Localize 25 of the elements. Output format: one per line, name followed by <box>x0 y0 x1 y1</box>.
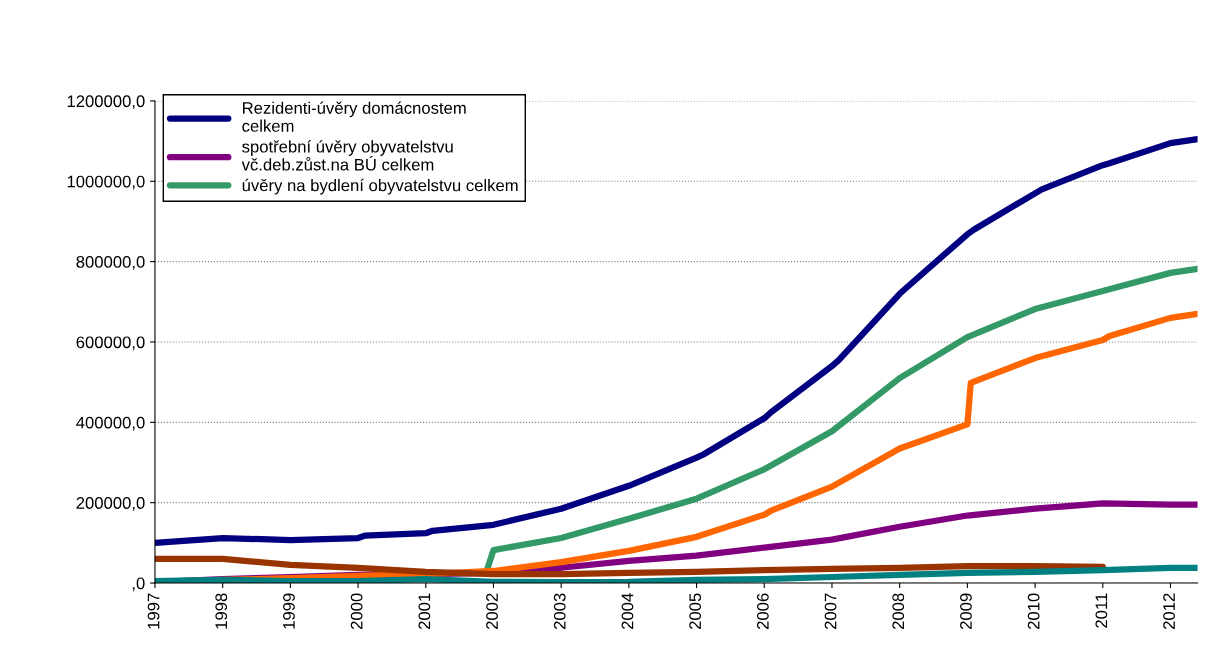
x-tick-label: 2005 <box>689 593 702 629</box>
x-tick-label: 2001 <box>418 593 431 629</box>
x-tick-label: 2003 <box>553 593 566 629</box>
x-tick-label: 2008 <box>892 593 905 629</box>
y-tick-label: 400000,0 <box>76 416 145 431</box>
y-tick-label: 800000,0 <box>76 256 145 270</box>
x-tick-label: 2011 <box>1095 593 1108 628</box>
legend-label: spotřební úvěry obyvatelstvu vč.deb.zůst.na BÚ celkem <box>241 140 453 171</box>
x-tick-label: 2007 <box>824 593 837 629</box>
x-tick-label: 2000 <box>350 593 363 629</box>
x-tick-label: 2002 <box>486 593 498 629</box>
y-tick-label: ,0 <box>132 577 145 592</box>
y-tick-label: 200000,0 <box>76 497 145 511</box>
x-tick-label: 1999 <box>283 593 295 629</box>
x-tick-label: 2012 <box>1163 593 1175 629</box>
x-tick-label: 1997 <box>147 593 160 629</box>
x-tick-label: 1998 <box>215 593 228 629</box>
legend-label: úvěry na bydlení obyvatelstvu celkem <box>242 178 518 195</box>
x-tick-label: 2010 <box>1027 593 1040 629</box>
x-tick-label: 2006 <box>756 593 769 629</box>
y-tick-label: 1200000,0 <box>67 95 145 110</box>
x-tick-label: 2009 <box>960 593 972 629</box>
y-tick-label: 600000,0 <box>76 336 145 351</box>
y-tick-label: 1000000,0 <box>67 175 145 190</box>
x-tick-label: 2004 <box>621 593 634 629</box>
